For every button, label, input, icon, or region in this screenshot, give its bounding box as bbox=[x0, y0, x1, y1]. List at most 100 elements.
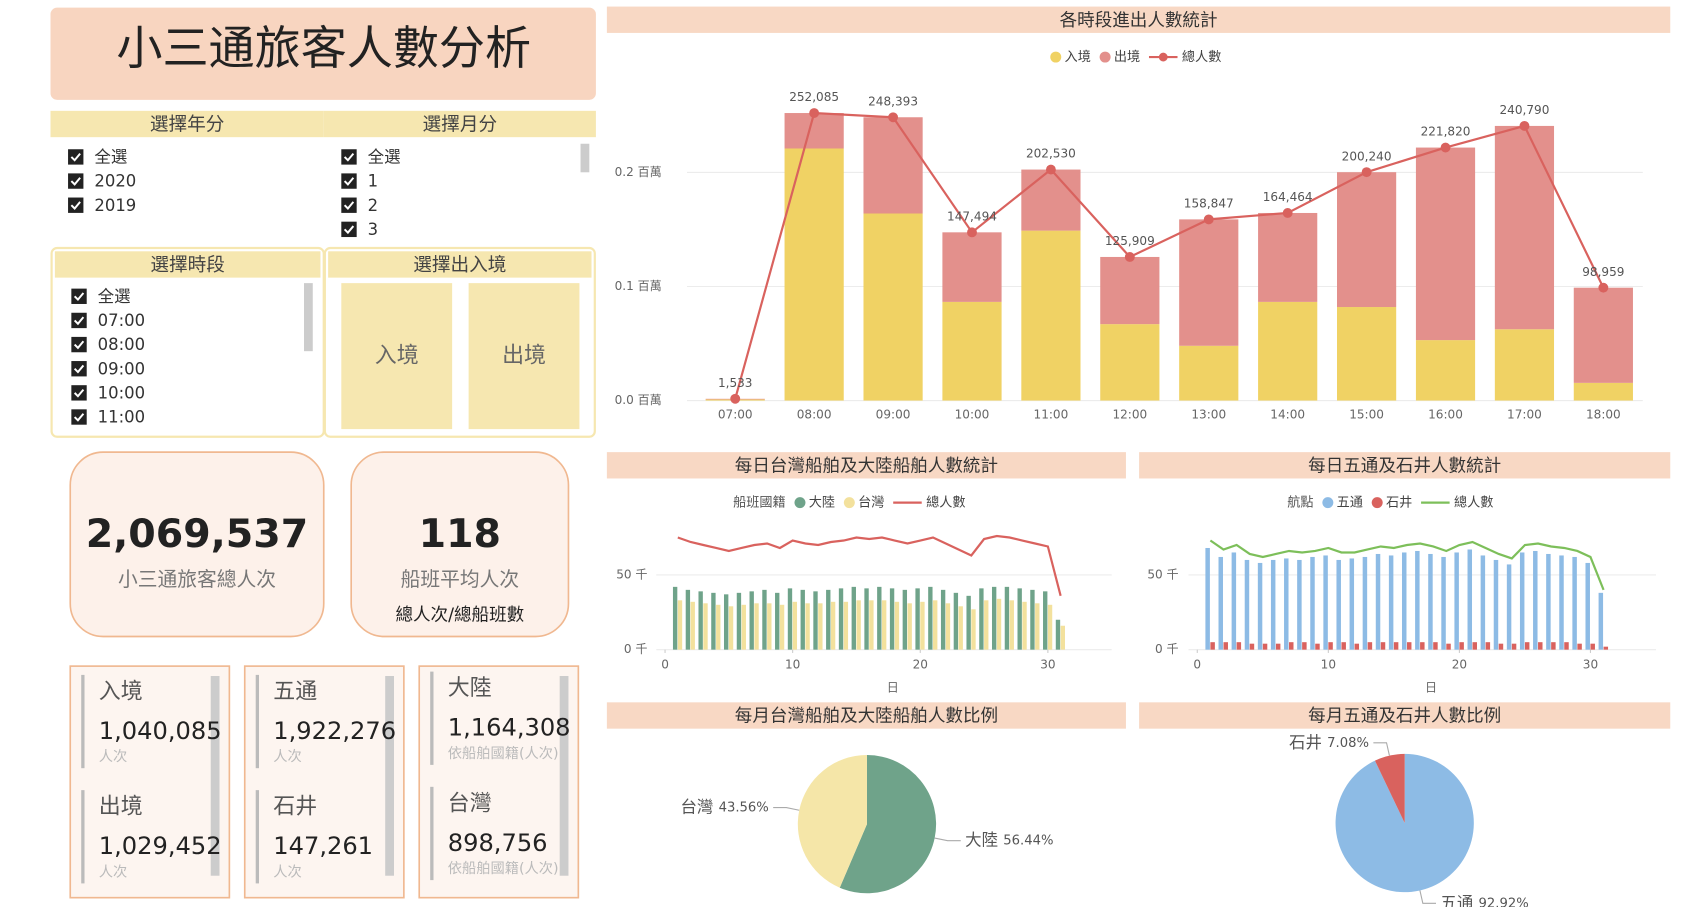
bar bbox=[1572, 556, 1577, 650]
leader-line bbox=[1373, 742, 1390, 756]
bar bbox=[1603, 646, 1609, 650]
bar bbox=[1538, 642, 1543, 650]
checkbox[interactable] bbox=[68, 149, 84, 165]
checkbox[interactable] bbox=[71, 312, 87, 329]
x-tick-label: 17:00 bbox=[1507, 407, 1542, 421]
bar bbox=[716, 604, 721, 650]
slicer-header bbox=[328, 251, 592, 278]
dashboard-title: 小三通旅客人數分析 bbox=[116, 21, 531, 75]
bar bbox=[762, 589, 767, 650]
checkbox[interactable] bbox=[71, 336, 87, 353]
checkbox[interactable] bbox=[341, 221, 357, 238]
chart-title: 每日台灣船舶及大陸船舶人數統計 bbox=[735, 456, 998, 476]
slicer-item: 11:00 bbox=[98, 408, 145, 427]
legend-label: 台灣 bbox=[858, 495, 884, 511]
card-accent bbox=[255, 790, 260, 884]
checkbox[interactable] bbox=[68, 173, 84, 189]
bar bbox=[754, 603, 759, 650]
bar bbox=[928, 586, 933, 650]
chart-header bbox=[606, 452, 1126, 479]
bar-segment bbox=[1258, 212, 1318, 302]
x-tick-label: 14:00 bbox=[1270, 407, 1305, 421]
toggle-button[interactable] bbox=[341, 283, 453, 430]
chart-header bbox=[606, 702, 1126, 729]
bar bbox=[869, 600, 874, 650]
legend-label: 石井 bbox=[1386, 495, 1412, 511]
x-tick-label: 18:00 bbox=[1586, 407, 1621, 421]
chart-title: 每月台灣船舶及大陸船舶人數比例 bbox=[735, 707, 998, 727]
card-name: 五通 bbox=[273, 679, 317, 704]
bar bbox=[940, 589, 946, 650]
line-marker bbox=[730, 393, 741, 404]
data-label: 147,494 bbox=[947, 209, 997, 223]
bar bbox=[1480, 555, 1486, 650]
line-marker bbox=[1045, 164, 1056, 175]
checkbox[interactable] bbox=[71, 361, 87, 377]
bar bbox=[1336, 559, 1341, 650]
slicer-header bbox=[323, 110, 596, 138]
x-tick-label: 07:00 bbox=[718, 407, 753, 421]
y-tick-label: 50 千 bbox=[616, 567, 647, 581]
bar-segment bbox=[942, 301, 1002, 401]
card-accent bbox=[81, 674, 85, 769]
y-tick-label: 0.0 百萬 bbox=[615, 393, 662, 407]
bar bbox=[690, 601, 695, 650]
checkbox[interactable] bbox=[341, 173, 357, 189]
line bbox=[677, 534, 1062, 597]
bar bbox=[1009, 600, 1014, 650]
bar-segment bbox=[1415, 147, 1476, 341]
bar bbox=[779, 604, 785, 650]
bar bbox=[1415, 550, 1420, 650]
scrollbar bbox=[385, 675, 394, 876]
checkbox[interactable] bbox=[71, 409, 87, 425]
bar bbox=[1328, 642, 1333, 650]
line bbox=[1209, 539, 1605, 591]
bar bbox=[1533, 550, 1538, 650]
pie-label: 台灣 43.56% bbox=[680, 797, 768, 816]
bar bbox=[1577, 643, 1582, 650]
legend: 入境 出境 總人數 bbox=[1050, 48, 1221, 65]
pie-label: 大陸 56.44% bbox=[965, 830, 1053, 849]
card-value: 1,040,085 bbox=[99, 717, 222, 745]
slicer-item: 2 bbox=[368, 196, 378, 215]
checkbox[interactable] bbox=[341, 149, 357, 165]
chart-header bbox=[1139, 702, 1671, 729]
check-mark bbox=[70, 201, 81, 210]
checkbox[interactable] bbox=[71, 288, 87, 304]
bar-segment bbox=[1021, 169, 1081, 231]
bar bbox=[851, 586, 856, 650]
chart-header bbox=[606, 6, 1671, 33]
slicer-item: 3 bbox=[368, 220, 378, 239]
toggle-button[interactable] bbox=[468, 283, 580, 430]
checkbox[interactable] bbox=[68, 197, 84, 213]
legend-marker bbox=[1099, 51, 1111, 63]
checkbox[interactable] bbox=[71, 385, 87, 401]
bar bbox=[1302, 642, 1307, 650]
bar bbox=[1323, 555, 1328, 650]
check-mark bbox=[343, 225, 355, 235]
bar bbox=[843, 601, 849, 650]
legend-marker bbox=[843, 497, 855, 509]
x-tick-label: 10 bbox=[1321, 658, 1336, 672]
multi-card bbox=[243, 665, 405, 899]
bar bbox=[1511, 643, 1517, 650]
pie-slice bbox=[1374, 753, 1405, 824]
line-marker bbox=[1203, 214, 1214, 225]
card-unit: 人次 bbox=[99, 748, 128, 765]
bar bbox=[749, 591, 754, 650]
bar bbox=[1459, 642, 1464, 650]
chart-title: 各時段進出人數統計 bbox=[1060, 11, 1218, 31]
bar bbox=[1467, 549, 1473, 650]
bar-segment bbox=[1573, 287, 1633, 383]
pie-label-value: 56.44% bbox=[1003, 834, 1053, 849]
bar bbox=[1315, 643, 1320, 650]
bar bbox=[1349, 558, 1355, 650]
bar bbox=[1043, 591, 1048, 650]
scrollbar bbox=[559, 675, 569, 876]
checkbox[interactable] bbox=[341, 197, 357, 213]
card-unit: 人次 bbox=[273, 863, 302, 880]
bar bbox=[1004, 586, 1010, 650]
data-label: 252,085 bbox=[789, 90, 839, 104]
card-value: 898,756 bbox=[448, 829, 548, 857]
